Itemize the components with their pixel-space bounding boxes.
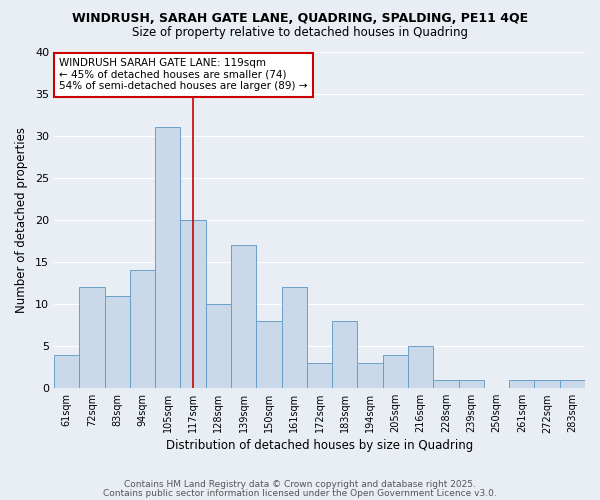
Bar (104, 296, 130, 388)
Text: WINDRUSH SARAH GATE LANE: 119sqm
← 45% of detached houses are smaller (74)
54% o: WINDRUSH SARAH GATE LANE: 119sqm ← 45% o… (59, 58, 308, 92)
Bar (560, 380, 585, 388)
Bar (231, 245, 256, 388)
Bar (509, 380, 535, 388)
Bar (535, 380, 560, 388)
Y-axis label: Number of detached properties: Number of detached properties (15, 127, 28, 313)
Bar (130, 270, 155, 388)
Bar (281, 287, 307, 388)
Bar (155, 128, 181, 388)
Bar (358, 363, 383, 388)
Bar (408, 346, 433, 388)
Bar (307, 363, 332, 388)
Text: Contains HM Land Registry data © Crown copyright and database right 2025.: Contains HM Land Registry data © Crown c… (124, 480, 476, 489)
Bar (256, 321, 281, 388)
Bar (332, 321, 358, 388)
Text: Size of property relative to detached houses in Quadring: Size of property relative to detached ho… (132, 26, 468, 39)
Bar (383, 354, 408, 388)
Bar (433, 380, 458, 388)
Bar (458, 380, 484, 388)
Bar (181, 220, 206, 388)
Text: Contains public sector information licensed under the Open Government Licence v3: Contains public sector information licen… (103, 488, 497, 498)
Bar (54, 354, 79, 388)
Bar (79, 287, 104, 388)
X-axis label: Distribution of detached houses by size in Quadring: Distribution of detached houses by size … (166, 440, 473, 452)
Bar (206, 304, 231, 388)
Text: WINDRUSH, SARAH GATE LANE, QUADRING, SPALDING, PE11 4QE: WINDRUSH, SARAH GATE LANE, QUADRING, SPA… (72, 12, 528, 26)
